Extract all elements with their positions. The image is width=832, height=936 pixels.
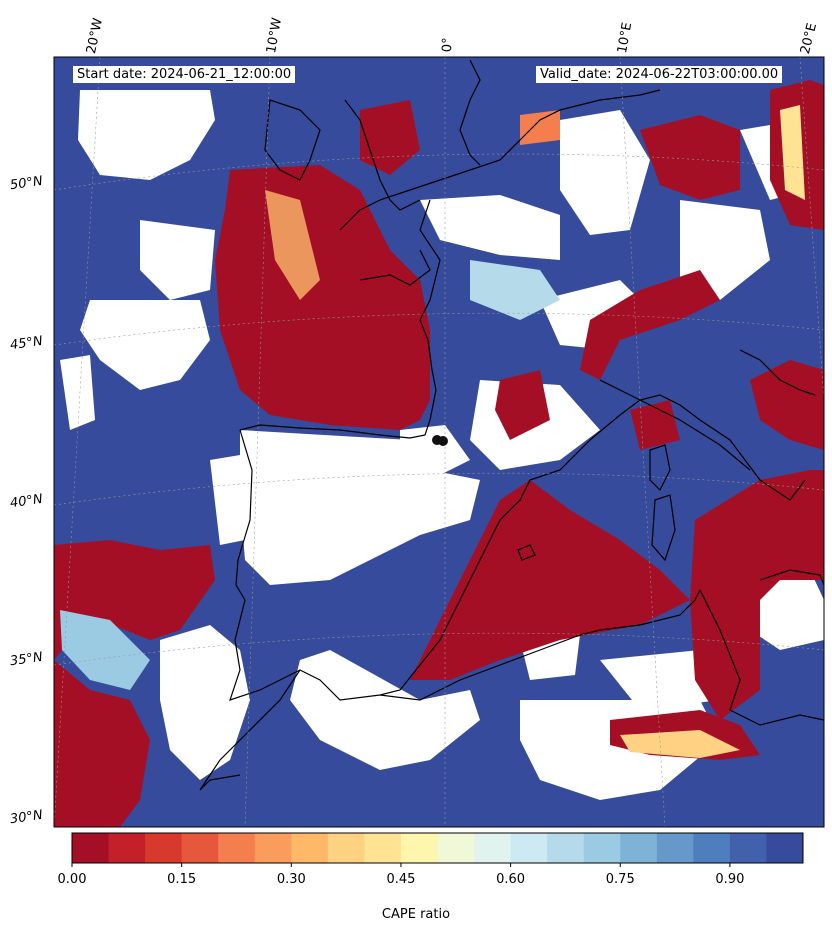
colorbar-segment <box>364 833 402 863</box>
colorbar-segment <box>474 833 512 863</box>
station-marker <box>432 435 448 446</box>
colorbar-tick-label: 0.90 <box>715 872 745 887</box>
missing-data-regions <box>60 90 824 800</box>
colorbar-tick-label: 0.30 <box>276 872 306 887</box>
colorbar-segment <box>583 833 621 863</box>
lon-label-0: 0° <box>440 37 456 53</box>
colorbar-tick-label: 0.00 <box>57 872 87 887</box>
map-frame <box>53 56 825 828</box>
colorbar-tick-label: 0.60 <box>496 872 526 887</box>
colorbar-tick-label: 0.75 <box>605 872 635 887</box>
colorbar-frame <box>71 832 804 864</box>
colorbar-segment <box>510 833 548 863</box>
valid-date-label: Valid_date: 2024-06-22T03:00:00.00 <box>536 66 783 83</box>
colorbar-segment <box>729 833 767 863</box>
colorbar-segment <box>327 833 365 863</box>
colorbar <box>72 833 804 863</box>
colorbar-segment <box>693 833 731 863</box>
colorbar-tick-label: 0.15 <box>167 872 197 887</box>
colorbar-segment <box>400 833 438 863</box>
colorbar-segment <box>145 833 183 863</box>
colorbar-segment <box>108 833 146 863</box>
coastlines <box>199 59 824 791</box>
colorbar-segment <box>218 833 256 863</box>
colorbar-segment <box>254 833 292 863</box>
transition-regions <box>60 105 805 758</box>
colorbar-segment <box>766 833 804 863</box>
colorbar-segment <box>72 833 110 863</box>
colorbar-tick-label: 0.45 <box>386 872 416 887</box>
colorbar-ticks <box>71 863 731 867</box>
colorbar-segment <box>620 833 658 863</box>
colorbar-title: CAPE ratio <box>381 907 451 922</box>
colorbar-segment <box>437 833 475 863</box>
start-date-label: Start date: 2024-06-21_12:00:00 <box>73 66 296 83</box>
colorbar-segment <box>181 833 219 863</box>
colorbar-segment <box>291 833 329 863</box>
colorbar-segment <box>656 833 694 863</box>
colorbar-segment <box>547 833 585 863</box>
